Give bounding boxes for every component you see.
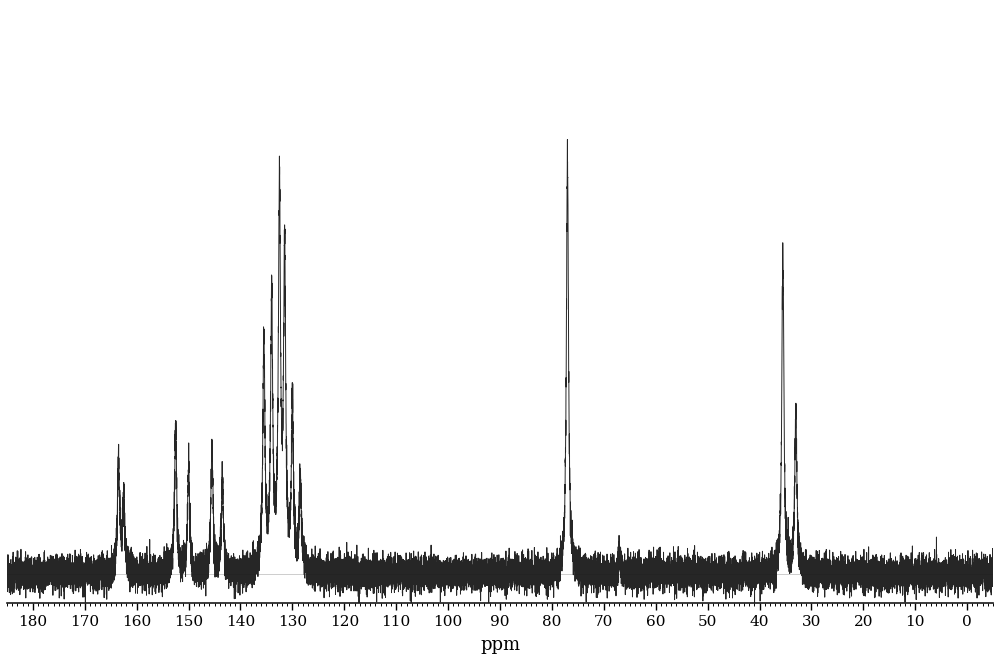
X-axis label: ppm: ppm [480, 636, 520, 654]
